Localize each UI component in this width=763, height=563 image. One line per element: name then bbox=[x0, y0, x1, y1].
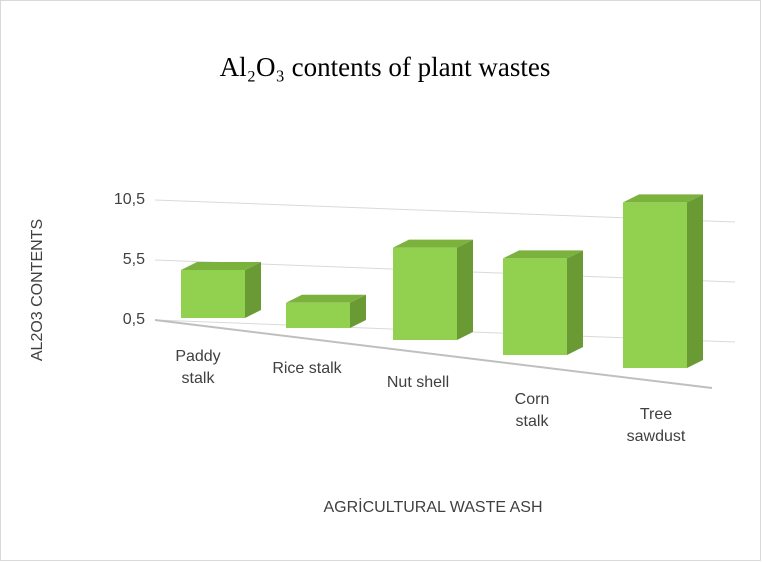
bar-front bbox=[503, 258, 567, 355]
bar-front bbox=[623, 202, 687, 368]
chart-title: Al₂O₃ contents of plant wastes bbox=[220, 52, 551, 82]
bar-side bbox=[245, 262, 261, 318]
bar-top bbox=[393, 239, 473, 248]
bar-front bbox=[181, 270, 245, 318]
bar bbox=[181, 262, 261, 318]
x-tick-label: Nut shell bbox=[386, 374, 450, 391]
bar-side bbox=[567, 250, 583, 355]
bar-side bbox=[687, 194, 703, 368]
bar-side bbox=[457, 239, 473, 340]
bar-side bbox=[350, 294, 366, 328]
x-tick-label: Paddy stalk bbox=[175, 348, 221, 387]
x-axis-title: AGRİCULTURAL WASTE ASH bbox=[324, 497, 543, 516]
y-tick-label: 0,5 bbox=[123, 311, 145, 328]
y-axis-title: AL2O3 CONTENTS bbox=[29, 219, 46, 361]
x-tick-label: Corn stalk bbox=[514, 391, 550, 430]
bar-top bbox=[181, 262, 261, 270]
x-tick-label: Tree sawdust bbox=[626, 406, 686, 445]
x-tick-label: Rice stalk bbox=[272, 360, 342, 377]
bar bbox=[503, 250, 583, 355]
bar bbox=[623, 194, 703, 368]
bar-front bbox=[286, 302, 350, 328]
bar-top bbox=[503, 250, 583, 259]
bar bbox=[286, 294, 366, 328]
y-tick-label: 5,5 bbox=[123, 251, 145, 268]
floor-line bbox=[154, 319, 713, 389]
bar-top bbox=[286, 294, 366, 303]
bar-top bbox=[623, 194, 703, 203]
bar-front bbox=[393, 247, 457, 340]
bar bbox=[393, 239, 473, 340]
y-tick-label: 10,5 bbox=[114, 191, 145, 208]
